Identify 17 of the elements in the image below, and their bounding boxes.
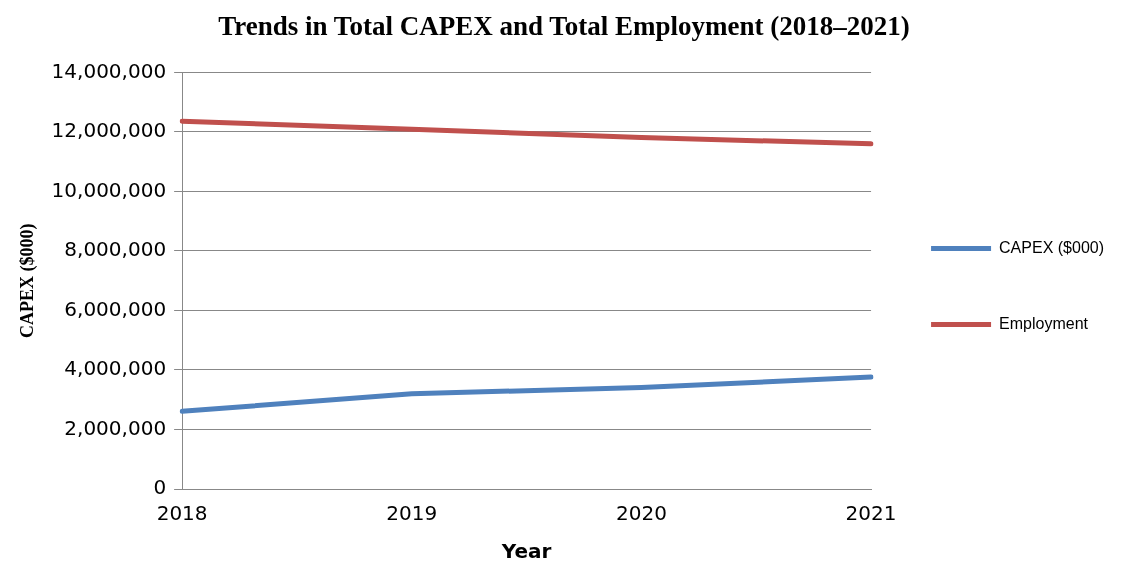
chart-title: Trends in Total CAPEX and Total Employment (2018–2021) bbox=[218, 11, 910, 42]
y-axis-title: CAPEX ($000) bbox=[17, 223, 39, 338]
x-axis-title: Year bbox=[500, 539, 552, 564]
x-tick-label: 2021 bbox=[845, 501, 897, 526]
legend-label: Employment bbox=[999, 314, 1089, 332]
y-tick-label: 12,000,000 bbox=[51, 118, 167, 143]
x-tick-label: 2018 bbox=[156, 501, 208, 526]
y-tick-label: 14,000,000 bbox=[51, 58, 167, 83]
x-tick-label: 2020 bbox=[615, 501, 667, 526]
y-tick-label: 0 bbox=[153, 475, 167, 500]
x-tick-label: 2019 bbox=[386, 501, 438, 526]
y-tick-label: 4,000,000 bbox=[64, 356, 167, 381]
y-tick-label: 6,000,000 bbox=[64, 296, 167, 321]
y-tick-label: 8,000,000 bbox=[64, 237, 167, 262]
y-tick-label: 10,000,000 bbox=[51, 177, 167, 202]
y-tick-label: 2,000,000 bbox=[64, 415, 167, 440]
legend-label: CAPEX ($000) bbox=[999, 238, 1104, 256]
